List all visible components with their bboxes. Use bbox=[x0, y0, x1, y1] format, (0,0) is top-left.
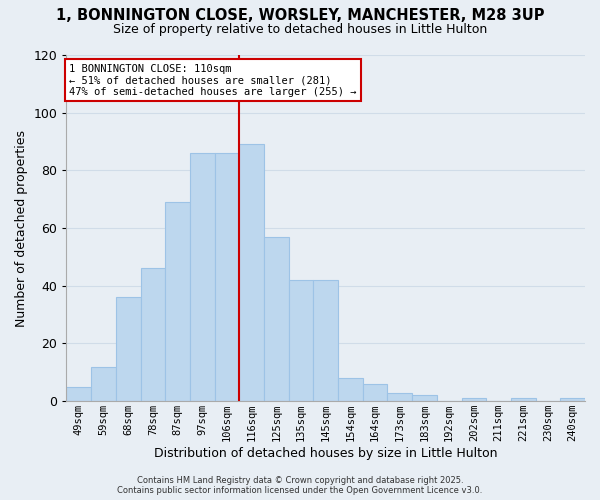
Bar bbox=[412, 396, 437, 401]
Bar bbox=[289, 280, 313, 401]
Bar bbox=[461, 398, 486, 401]
X-axis label: Distribution of detached houses by size in Little Hulton: Distribution of detached houses by size … bbox=[154, 447, 497, 460]
Y-axis label: Number of detached properties: Number of detached properties bbox=[15, 130, 28, 326]
Bar bbox=[91, 366, 116, 401]
Bar bbox=[239, 144, 264, 401]
Bar bbox=[388, 392, 412, 401]
Bar bbox=[560, 398, 585, 401]
Bar bbox=[338, 378, 363, 401]
Bar bbox=[264, 236, 289, 401]
Bar bbox=[511, 398, 536, 401]
Text: Contains HM Land Registry data © Crown copyright and database right 2025.
Contai: Contains HM Land Registry data © Crown c… bbox=[118, 476, 482, 495]
Bar bbox=[140, 268, 165, 401]
Bar bbox=[313, 280, 338, 401]
Text: 1 BONNINGTON CLOSE: 110sqm
← 51% of detached houses are smaller (281)
47% of sem: 1 BONNINGTON CLOSE: 110sqm ← 51% of deta… bbox=[69, 64, 356, 97]
Bar bbox=[190, 153, 215, 401]
Bar bbox=[165, 202, 190, 401]
Bar bbox=[215, 153, 239, 401]
Bar bbox=[116, 298, 140, 401]
Text: Size of property relative to detached houses in Little Hulton: Size of property relative to detached ho… bbox=[113, 22, 487, 36]
Text: 1, BONNINGTON CLOSE, WORSLEY, MANCHESTER, M28 3UP: 1, BONNINGTON CLOSE, WORSLEY, MANCHESTER… bbox=[56, 8, 544, 22]
Bar bbox=[363, 384, 388, 401]
Bar bbox=[67, 386, 91, 401]
